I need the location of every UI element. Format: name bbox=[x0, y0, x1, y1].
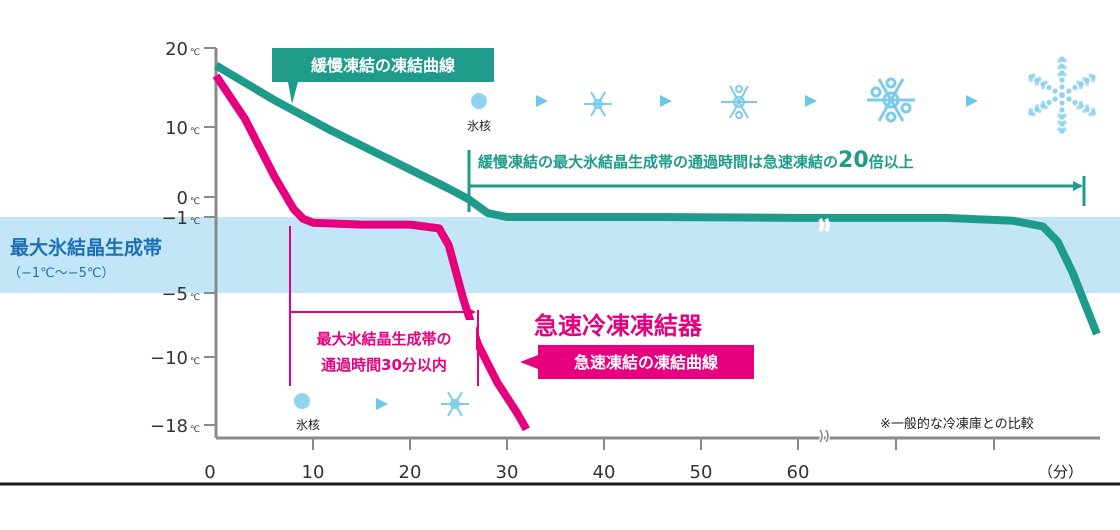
y-tick-unit: ℃ bbox=[190, 48, 200, 58]
y-tick-unit: ℃ bbox=[190, 357, 200, 367]
snowflake-dot bbox=[1059, 63, 1065, 69]
snowflake-dot bbox=[1078, 81, 1084, 87]
x-tick-label: 10 bbox=[302, 462, 325, 483]
ice-nucleus-icon bbox=[471, 93, 487, 109]
series-line-slow bbox=[213, 61, 1101, 336]
snowflake-dot bbox=[1072, 84, 1078, 91]
snowflake-dot bbox=[1059, 92, 1065, 98]
fast-curve-label-text: 急速凍結の凍結曲線 bbox=[574, 353, 718, 372]
snowflake-dot bbox=[1059, 107, 1065, 113]
series-line-fast bbox=[212, 73, 530, 432]
fast-crystal-progression: 氷核 bbox=[294, 391, 469, 432]
progress-arrow-icon bbox=[536, 95, 548, 107]
slow-bracket-text-num: 20 bbox=[838, 148, 869, 173]
snowflake-small-icon bbox=[584, 91, 612, 117]
y-tick-unit: ℃ bbox=[190, 197, 200, 207]
fast-title: 急速冷凍凍結器 bbox=[534, 312, 703, 340]
footnote: ※一般的な冷凍庫との比較 bbox=[880, 416, 1034, 432]
x-unit-label: （分） bbox=[1038, 463, 1083, 481]
ice-nucleus-icon bbox=[294, 393, 310, 409]
snowflake-dot bbox=[1059, 77, 1065, 83]
snowflake-dot bbox=[1034, 106, 1040, 113]
y-tick-unit: ℃ bbox=[190, 425, 200, 435]
snowflake-dot bbox=[1072, 99, 1078, 106]
snowflake-dot bbox=[1034, 77, 1040, 84]
y-tick-unit: ℃ bbox=[190, 217, 200, 227]
snowflake-dot bbox=[1059, 100, 1065, 106]
snowflake-dot bbox=[1059, 84, 1065, 90]
slow-curve-label-text: 緩慢凍結の凍結曲線 bbox=[311, 56, 455, 75]
y-tick-label: −5 bbox=[161, 284, 188, 305]
svg-text:緩慢凍結の最大氷結晶生成帯の通過時間は急速凍結の20倍以上: 緩慢凍結の最大氷結晶生成帯の通過時間は急速凍結の20倍以上 bbox=[478, 148, 914, 173]
snowflake-dot bbox=[1059, 121, 1065, 127]
snowflake-dot bbox=[1066, 88, 1072, 94]
x-tick-label: 30 bbox=[496, 462, 519, 483]
y-tick-label: −10 bbox=[150, 348, 188, 369]
slow-duration-bracket: 緩慢凍結の最大氷結晶生成帯の通過時間は急速凍結の20倍以上 bbox=[467, 148, 1086, 212]
x-tick-label: 0 bbox=[204, 462, 215, 483]
y-tick-label: 10 bbox=[165, 118, 188, 139]
snowflake-dot bbox=[1040, 81, 1046, 87]
snowflake-dot bbox=[1052, 96, 1058, 102]
band-sublabel: （−1℃〜−5℃） bbox=[8, 266, 115, 281]
snowflake-dot bbox=[1090, 74, 1096, 80]
fast-bracket-line2: 通過時間30分以内 bbox=[321, 356, 447, 374]
dot-snowflake-icon bbox=[1028, 56, 1096, 134]
ice-nucleus-label-top: 氷核 bbox=[467, 119, 491, 133]
fast-curve-label: 急速凍結の凍結曲線 bbox=[520, 345, 754, 379]
y-tick-label: 0 bbox=[177, 188, 188, 209]
snowflake-dot bbox=[1052, 88, 1058, 94]
snowflake-dot bbox=[1028, 74, 1034, 80]
x-tick-label: 40 bbox=[593, 462, 616, 483]
fast-duration-bracket: 最大氷結晶生成帯の 通過時間30分以内 bbox=[289, 226, 479, 386]
y-axis-ticks: 20 ℃10 ℃0 ℃−1 ℃−5 ℃−10 ℃−18 ℃ bbox=[150, 39, 216, 437]
snowflake-dot bbox=[1040, 103, 1046, 109]
ice-nucleus-label-bottom: 氷核 bbox=[296, 418, 320, 432]
x-tick-label: 50 bbox=[690, 462, 713, 483]
progress-arrow-icon bbox=[376, 398, 388, 410]
progress-arrow-icon bbox=[966, 95, 978, 107]
snowflake-dot bbox=[1090, 110, 1096, 116]
slow-bracket-text-a: 緩慢凍結の最大氷結晶生成帯の通過時間は急速凍結の bbox=[478, 153, 838, 171]
snowflake-small-icon bbox=[441, 391, 469, 417]
snowflake-dot bbox=[1078, 103, 1084, 109]
max-ice-crystal-zone-band bbox=[0, 217, 1120, 293]
series-lines bbox=[212, 61, 1101, 432]
y-tick-unit: ℃ bbox=[190, 293, 200, 303]
x-axis-ticks: 0 10 20 30 40 50 60 bbox=[204, 438, 995, 483]
snowflake-dot bbox=[1059, 128, 1065, 134]
y-tick-label: 20 bbox=[165, 39, 188, 60]
progress-arrow-icon bbox=[805, 95, 817, 107]
snowflake-dot bbox=[1046, 99, 1052, 106]
snowflake-dot bbox=[1059, 114, 1065, 120]
axis-break-strokes bbox=[819, 429, 829, 443]
slow-bracket-text-b: 倍以上 bbox=[869, 153, 914, 171]
slow-curve-label: 緩慢凍結の凍結曲線 bbox=[272, 48, 494, 104]
y-tick-unit: ℃ bbox=[190, 127, 200, 137]
fast-bracket-line1: 最大氷結晶生成帯の bbox=[316, 330, 451, 348]
slow-crystal-progression: 氷核 bbox=[467, 56, 1096, 134]
x-tick-label: 20 bbox=[399, 462, 422, 483]
progress-arrow-icon bbox=[660, 95, 672, 107]
snowflake-dot bbox=[1084, 77, 1090, 84]
snowflake-dot bbox=[1059, 56, 1065, 62]
y-tick-label: −1 bbox=[161, 208, 188, 229]
x-tick-label: 60 bbox=[787, 462, 810, 483]
band-label: 最大氷結晶生成帯 bbox=[10, 236, 162, 259]
snowflake-dot bbox=[1046, 84, 1052, 91]
snowflake-large-icon bbox=[867, 77, 915, 123]
snowflake-medium-icon bbox=[721, 85, 757, 119]
y-tick-label: −18 bbox=[150, 416, 188, 437]
snowflake-dot bbox=[1059, 70, 1065, 76]
snowflake-dot bbox=[1066, 96, 1072, 102]
snowflake-dot bbox=[1028, 110, 1034, 116]
snowflake-dot bbox=[1084, 106, 1090, 113]
